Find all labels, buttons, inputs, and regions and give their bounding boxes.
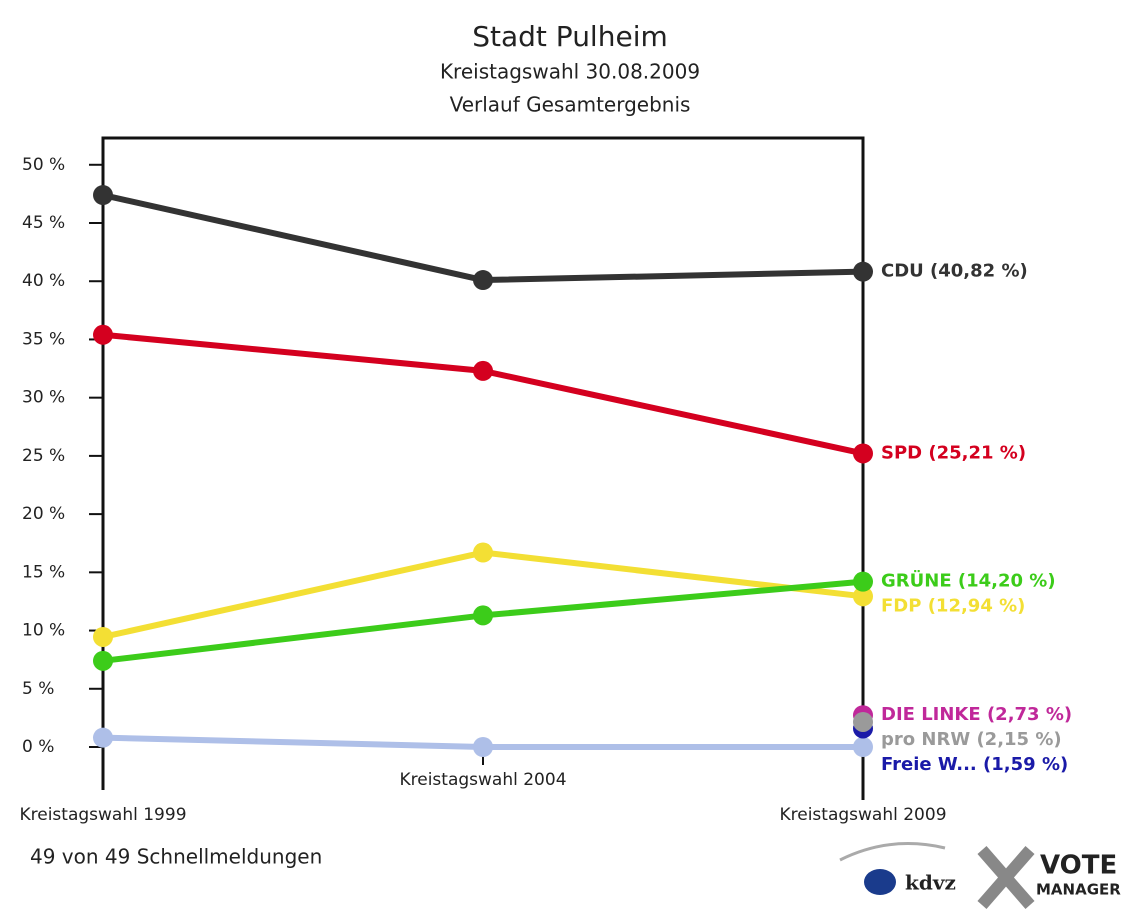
series-point <box>473 360 493 381</box>
logo-shape <box>839 842 946 862</box>
y-tick-label: 50 % <box>22 155 65 175</box>
series-point <box>93 727 113 748</box>
x-tick-label: Kreistagswahl 1999 <box>19 805 186 825</box>
series-point <box>473 605 493 626</box>
logo: kdvz VOTE MANAGER <box>839 842 1121 909</box>
series-point <box>473 270 493 291</box>
logo-text: kdvz <box>905 871 956 895</box>
series-point <box>853 586 873 607</box>
series-point <box>853 711 873 732</box>
chart-subtitle: Verlauf Gesamtergebnis <box>450 93 691 117</box>
series-point <box>93 626 113 647</box>
series-point <box>853 571 873 592</box>
y-tick-label: 15 % <box>22 562 65 582</box>
x-tick-label: Kreistagswahl 2009 <box>779 805 946 825</box>
logo-shape <box>864 869 896 895</box>
series-label: FDP (12,94 %) <box>881 596 1025 617</box>
chart-subtitle: Kreistagswahl 30.08.2009 <box>440 60 700 84</box>
series-label: DIE LINKE (2,73 %) <box>881 704 1072 725</box>
series-point <box>853 261 873 282</box>
logo-text: VOTE <box>1040 851 1117 881</box>
series-line <box>102 331 864 457</box>
plot-frame <box>101 136 865 800</box>
y-tick-label: 20 % <box>22 504 65 524</box>
y-tick-label: 25 % <box>22 446 65 466</box>
logo-text: MANAGER <box>1036 881 1121 899</box>
series-line <box>102 192 864 284</box>
series-point <box>853 443 873 464</box>
series-label: SPD (25,21 %) <box>881 442 1026 463</box>
y-tick-label: 45 % <box>22 213 65 233</box>
y-tick-label: 30 % <box>22 388 65 408</box>
logo-shape <box>977 846 1035 909</box>
y-tick-label: 0 % <box>22 737 54 757</box>
series-label: CDU (40,82 %) <box>881 261 1028 282</box>
series-point <box>473 737 493 757</box>
y-tick-label: 40 % <box>22 271 65 291</box>
series-label: Freie W... (1,59 %) <box>881 754 1068 775</box>
x-tick-label: Kreistagswahl 2004 <box>399 770 566 790</box>
series-point <box>93 650 113 671</box>
y-tick-label: 10 % <box>22 621 65 641</box>
y-tick-label: 5 % <box>22 679 54 699</box>
series-label: pro NRW (2,15 %) <box>881 729 1062 750</box>
chart-title: Stadt Pulheim <box>472 20 668 53</box>
annotation: 49 von 49 Schnellmeldungen <box>30 845 322 869</box>
series-point <box>473 542 493 563</box>
series-point <box>93 324 113 345</box>
series-label: GRÜNE (14,20 %) <box>881 570 1056 592</box>
series-point <box>853 737 873 757</box>
series-point <box>93 185 113 206</box>
y-tick-label: 35 % <box>22 329 65 349</box>
